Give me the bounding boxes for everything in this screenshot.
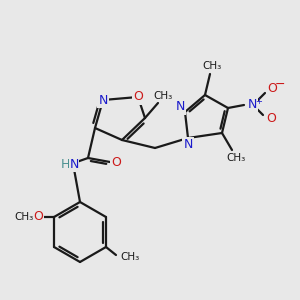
Text: CH₃: CH₃ [14,212,34,222]
Text: CH₃: CH₃ [120,252,140,262]
Text: N: N [183,137,193,151]
Text: CH₃: CH₃ [202,61,222,71]
Text: CH₃: CH₃ [226,153,246,163]
Text: O: O [133,91,143,103]
Text: O: O [267,82,277,95]
Text: N: N [98,94,108,106]
Text: −: − [275,77,285,91]
Text: N: N [175,100,185,113]
Text: O: O [33,211,43,224]
Text: N: N [69,158,79,172]
Text: O: O [111,155,121,169]
Text: N: N [247,98,257,112]
Text: +: + [256,97,262,106]
Text: CH₃: CH₃ [153,91,172,101]
Text: H: H [60,158,70,172]
Text: O: O [266,112,276,125]
